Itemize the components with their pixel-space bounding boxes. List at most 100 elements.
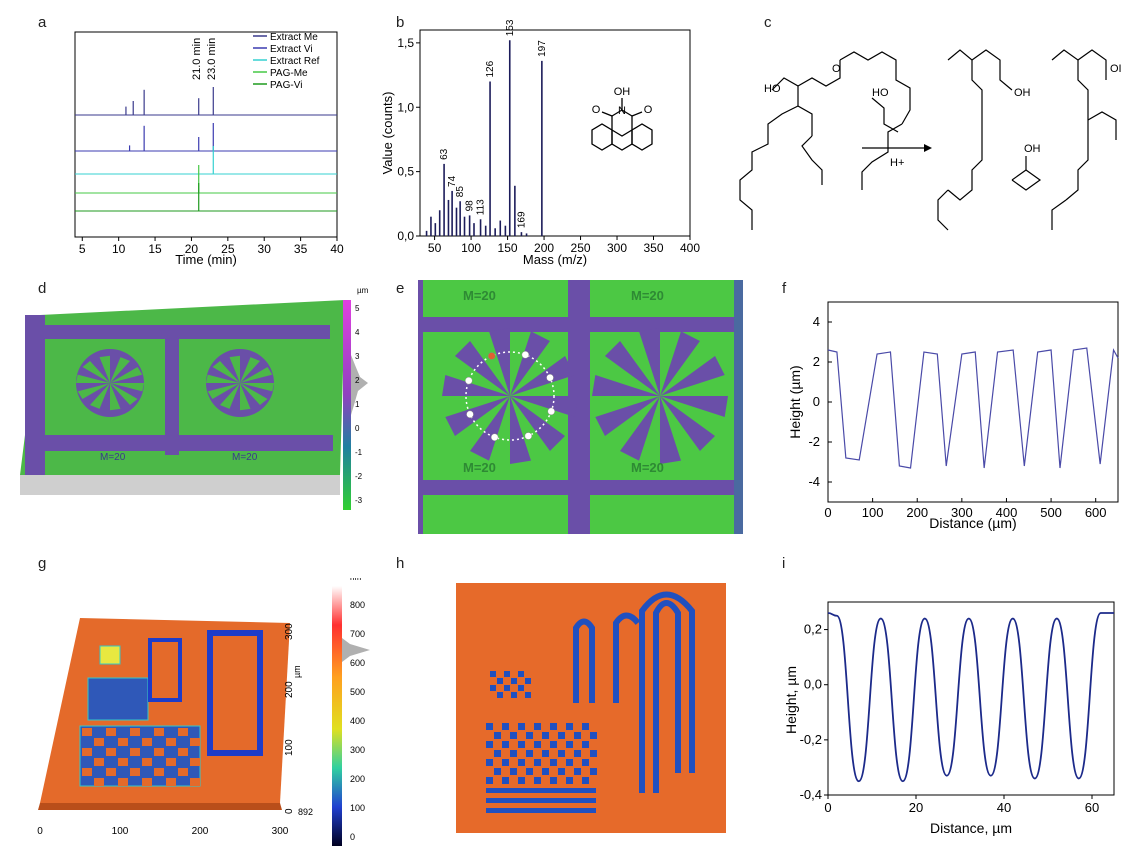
y-tick-label: -0,4 — [800, 787, 822, 802]
checker-cell-small — [518, 671, 524, 677]
reaction-scheme: HO O H+ HO OH OH OI — [739, 49, 1122, 231]
panel-label-b: b — [396, 14, 405, 31]
checker-cell — [178, 728, 188, 736]
surface-topdown-image: M=20 M=20 M=20 M=20 — [418, 280, 743, 534]
y-axis-label: Height (µm) — [787, 365, 803, 438]
peak-label: 126 — [485, 60, 496, 77]
mark-m20-top-left: M=20 — [463, 288, 496, 303]
annotation-21min: 21.0 min — [191, 38, 203, 80]
polymer-structure — [739, 51, 911, 230]
x-tick-label: 15 — [148, 242, 162, 256]
nm-histogram — [342, 638, 370, 662]
y-axis-tick-label: 0 — [284, 808, 295, 814]
checker-cell — [590, 750, 597, 757]
x-tick-label: 500 — [1040, 505, 1062, 520]
checker-cell — [574, 750, 581, 757]
checker-cell — [190, 738, 200, 746]
checker-cell-small — [490, 671, 496, 677]
checker-cell — [142, 758, 152, 766]
checker-cell — [82, 728, 92, 736]
height-colorbar — [343, 300, 351, 510]
checker-cell — [518, 741, 525, 748]
n-hydroxynaphthalimide-structure — [591, 98, 653, 151]
x-axis-label: Time (min) — [175, 252, 237, 267]
panel-label-i: i — [782, 555, 786, 572]
star-gap — [229, 355, 240, 383]
panel-label-f: f — [782, 280, 787, 297]
star-gap — [110, 357, 130, 383]
measurement-point — [546, 373, 554, 382]
y-tick-label: 2 — [813, 354, 820, 369]
colorbar-tick-label: -2 — [355, 472, 363, 481]
checker-cell — [534, 723, 541, 730]
colorbar-tick-label: 600 — [350, 658, 365, 668]
x-tick-label: 300 — [951, 505, 973, 520]
x-tick-label: 400 — [996, 505, 1018, 520]
checker-cell — [166, 778, 176, 786]
checker-cell — [582, 723, 589, 730]
checker-cell — [566, 777, 573, 784]
star-spoke — [445, 396, 510, 436]
star-gap — [206, 374, 240, 383]
star-spoke — [660, 331, 700, 396]
y-tick-label: 0 — [813, 394, 820, 409]
checker-cell — [582, 741, 589, 748]
corner-value: 892 — [298, 807, 313, 817]
checker-cell — [190, 758, 200, 766]
product-oi-label: OI — [1110, 63, 1122, 75]
star-gap — [207, 383, 240, 399]
checker-cell — [82, 768, 92, 776]
checker-cell — [502, 723, 509, 730]
checker-cell — [526, 768, 533, 775]
x-tick-label: 300 — [607, 241, 627, 255]
x-axis-tick-label: 100 — [112, 826, 129, 837]
checker-cell — [518, 723, 525, 730]
y-axis-unit: µm — [292, 665, 302, 678]
checker-cell — [118, 778, 128, 786]
colorbar-tick-label: 400 — [350, 716, 365, 726]
o-label-left: O — [592, 104, 601, 116]
checker-cell — [130, 768, 140, 776]
mark-m20-left: M=20 — [100, 452, 126, 463]
x-tick-label: 600 — [1085, 505, 1107, 520]
y-tick-label: -0,2 — [800, 732, 822, 747]
checker-cell — [118, 758, 128, 766]
star-spoke — [660, 356, 725, 396]
checker-cell — [178, 748, 188, 756]
ho-label: HO — [764, 83, 781, 95]
plot-frame — [827, 301, 1119, 503]
measurement-path — [465, 351, 555, 441]
checker-cell — [558, 750, 565, 757]
ridge-middle — [165, 325, 179, 455]
star-gap — [240, 383, 268, 406]
colorbar-tick-label: 800 — [350, 600, 365, 610]
y-tick-label: 1,0 — [397, 100, 414, 114]
height-histogram — [351, 355, 368, 415]
star-gap — [110, 383, 138, 406]
checker-cell — [118, 738, 128, 746]
checker-cell — [566, 723, 573, 730]
x-tick-label: 40 — [997, 800, 1011, 815]
checker-cell — [534, 741, 541, 748]
checker-cell — [542, 750, 549, 757]
colorbar-tick-label: 300 — [350, 745, 365, 755]
ridge-top — [45, 325, 330, 339]
oh-label: OH — [614, 86, 631, 98]
x-tick-label: 10 — [112, 242, 126, 256]
checker-cell — [566, 741, 573, 748]
peak-label: 63 — [439, 148, 450, 160]
colorbar-tick-label: 5 — [355, 304, 360, 313]
checker-cell — [494, 732, 501, 739]
star-gap — [82, 360, 110, 383]
y-axis-tick-label: 300 — [284, 623, 295, 640]
checker-cell — [542, 768, 549, 775]
checker-cell — [502, 777, 509, 784]
surface-3d-image: M=20 M=20 µm 5 4 3 2 1 0 -1 -2 -3 — [20, 286, 369, 510]
colorbar-tick-label: 2 — [355, 376, 360, 385]
checker-cell — [574, 768, 581, 775]
x-axis-label: Distance, µm — [930, 820, 1012, 836]
checker-cell — [526, 750, 533, 757]
x-tick-label: 100 — [461, 241, 481, 255]
star-gap — [240, 357, 260, 383]
checker-cell-small — [504, 671, 510, 677]
